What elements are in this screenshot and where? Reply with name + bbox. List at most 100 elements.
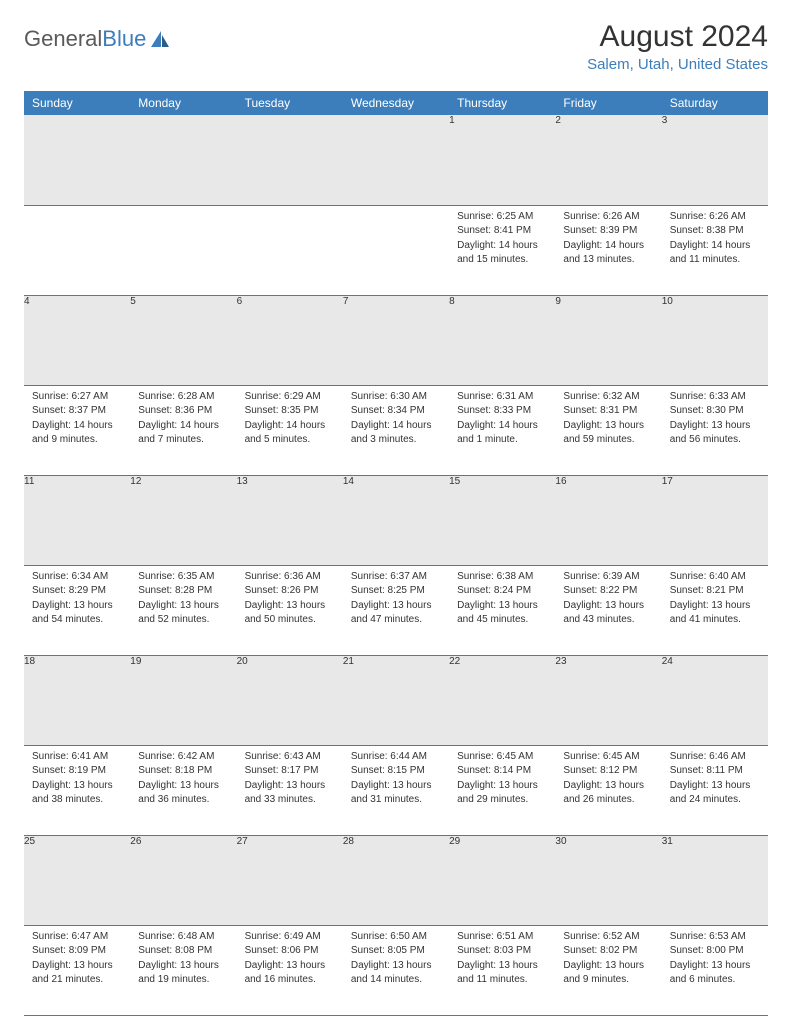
sunrise-text: Sunrise: 6:45 AM (563, 750, 653, 764)
sunrise-text: Sunrise: 6:43 AM (245, 750, 335, 764)
day-number-cell (237, 115, 343, 205)
day-cell-body: Sunrise: 6:49 AMSunset: 8:06 PMDaylight:… (237, 926, 343, 994)
daylight-text: Daylight: 13 hours (32, 959, 122, 973)
day-cell-body: Sunrise: 6:30 AMSunset: 8:34 PMDaylight:… (343, 386, 449, 454)
day-number-cell: 1 (449, 115, 555, 205)
day-cell: Sunrise: 6:30 AMSunset: 8:34 PMDaylight:… (343, 385, 449, 475)
day-number-cell: 6 (237, 295, 343, 385)
daylight-text: Daylight: 13 hours (563, 599, 653, 613)
day-number-cell: 9 (555, 295, 661, 385)
day-number-cell: 19 (130, 655, 236, 745)
day-number-cell: 12 (130, 475, 236, 565)
day-cell-body: Sunrise: 6:32 AMSunset: 8:31 PMDaylight:… (555, 386, 661, 454)
day-cell: Sunrise: 6:42 AMSunset: 8:18 PMDaylight:… (130, 745, 236, 835)
day-number-cell (343, 115, 449, 205)
day-cell-body: Sunrise: 6:35 AMSunset: 8:28 PMDaylight:… (130, 566, 236, 634)
header: GeneralBlue August 2024 Salem, Utah, Uni… (24, 20, 768, 73)
sunrise-text: Sunrise: 6:49 AM (245, 930, 335, 944)
daylight-text: and 14 minutes. (351, 973, 441, 987)
daylight-text: and 38 minutes. (32, 793, 122, 807)
day-cell-body: Sunrise: 6:48 AMSunset: 8:08 PMDaylight:… (130, 926, 236, 994)
day-cell: Sunrise: 6:27 AMSunset: 8:37 PMDaylight:… (24, 385, 130, 475)
day-cell: Sunrise: 6:35 AMSunset: 8:28 PMDaylight:… (130, 565, 236, 655)
sunset-text: Sunset: 8:38 PM (670, 224, 760, 238)
weekday-header: Friday (555, 91, 661, 115)
daylight-text: and 47 minutes. (351, 613, 441, 627)
day-number-cell: 22 (449, 655, 555, 745)
sunset-text: Sunset: 8:34 PM (351, 404, 441, 418)
daylight-text: Daylight: 13 hours (670, 959, 760, 973)
sunrise-text: Sunrise: 6:39 AM (563, 570, 653, 584)
daylight-text: Daylight: 13 hours (245, 959, 335, 973)
sunset-text: Sunset: 8:35 PM (245, 404, 335, 418)
daylight-text: and 9 minutes. (32, 433, 122, 447)
sunset-text: Sunset: 8:29 PM (32, 584, 122, 598)
daylight-text: and 13 minutes. (563, 253, 653, 267)
day-cell-body: Sunrise: 6:31 AMSunset: 8:33 PMDaylight:… (449, 386, 555, 454)
sunset-text: Sunset: 8:31 PM (563, 404, 653, 418)
daylight-text: Daylight: 13 hours (563, 779, 653, 793)
brand-part1: General (24, 26, 102, 52)
calendar-body: 123Sunrise: 6:25 AMSunset: 8:41 PMDaylig… (24, 115, 768, 1015)
sunset-text: Sunset: 8:06 PM (245, 944, 335, 958)
weekday-header: Wednesday (343, 91, 449, 115)
daylight-text: and 33 minutes. (245, 793, 335, 807)
sunset-text: Sunset: 8:33 PM (457, 404, 547, 418)
day-number-row: 25262728293031 (24, 835, 768, 925)
day-cell-body: Sunrise: 6:40 AMSunset: 8:21 PMDaylight:… (662, 566, 768, 634)
day-cell-body: Sunrise: 6:26 AMSunset: 8:38 PMDaylight:… (662, 206, 768, 274)
sunset-text: Sunset: 8:09 PM (32, 944, 122, 958)
sunset-text: Sunset: 8:28 PM (138, 584, 228, 598)
daylight-text: Daylight: 13 hours (351, 599, 441, 613)
daylight-text: and 1 minute. (457, 433, 547, 447)
daylight-text: and 3 minutes. (351, 433, 441, 447)
sunrise-text: Sunrise: 6:30 AM (351, 390, 441, 404)
daylight-text: and 15 minutes. (457, 253, 547, 267)
sunrise-text: Sunrise: 6:26 AM (670, 210, 760, 224)
daylight-text: and 24 minutes. (670, 793, 760, 807)
day-cell (24, 205, 130, 295)
day-cell: Sunrise: 6:26 AMSunset: 8:38 PMDaylight:… (662, 205, 768, 295)
daylight-text: and 31 minutes. (351, 793, 441, 807)
day-number-cell: 16 (555, 475, 661, 565)
day-number-cell: 30 (555, 835, 661, 925)
day-number-cell: 25 (24, 835, 130, 925)
sunrise-text: Sunrise: 6:53 AM (670, 930, 760, 944)
day-number-cell: 5 (130, 295, 236, 385)
daylight-text: Daylight: 13 hours (351, 779, 441, 793)
day-cell-body: Sunrise: 6:44 AMSunset: 8:15 PMDaylight:… (343, 746, 449, 814)
daylight-text: Daylight: 13 hours (670, 779, 760, 793)
weekday-header: Thursday (449, 91, 555, 115)
day-cell-body: Sunrise: 6:27 AMSunset: 8:37 PMDaylight:… (24, 386, 130, 454)
sunrise-text: Sunrise: 6:25 AM (457, 210, 547, 224)
day-number-cell: 2 (555, 115, 661, 205)
daylight-text: Daylight: 13 hours (32, 599, 122, 613)
day-cell-body: Sunrise: 6:50 AMSunset: 8:05 PMDaylight:… (343, 926, 449, 994)
day-cell: Sunrise: 6:48 AMSunset: 8:08 PMDaylight:… (130, 925, 236, 1015)
daylight-text: Daylight: 13 hours (138, 599, 228, 613)
sunrise-text: Sunrise: 6:41 AM (32, 750, 122, 764)
sunset-text: Sunset: 8:00 PM (670, 944, 760, 958)
day-cell: Sunrise: 6:36 AMSunset: 8:26 PMDaylight:… (237, 565, 343, 655)
daylight-text: and 9 minutes. (563, 973, 653, 987)
day-cell: Sunrise: 6:49 AMSunset: 8:06 PMDaylight:… (237, 925, 343, 1015)
daylight-text: and 26 minutes. (563, 793, 653, 807)
daylight-text: Daylight: 13 hours (563, 959, 653, 973)
daylight-text: and 45 minutes. (457, 613, 547, 627)
sunrise-text: Sunrise: 6:31 AM (457, 390, 547, 404)
day-cell: Sunrise: 6:46 AMSunset: 8:11 PMDaylight:… (662, 745, 768, 835)
daylight-text: and 19 minutes. (138, 973, 228, 987)
daylight-text: and 59 minutes. (563, 433, 653, 447)
day-cell: Sunrise: 6:50 AMSunset: 8:05 PMDaylight:… (343, 925, 449, 1015)
brand-logo: GeneralBlue (24, 20, 171, 52)
sunrise-text: Sunrise: 6:28 AM (138, 390, 228, 404)
day-cell-body: Sunrise: 6:38 AMSunset: 8:24 PMDaylight:… (449, 566, 555, 634)
sunset-text: Sunset: 8:26 PM (245, 584, 335, 598)
daylight-text: and 52 minutes. (138, 613, 228, 627)
weekday-header-row: SundayMondayTuesdayWednesdayThursdayFrid… (24, 91, 768, 115)
daylight-text: Daylight: 13 hours (351, 959, 441, 973)
day-cell-body: Sunrise: 6:53 AMSunset: 8:00 PMDaylight:… (662, 926, 768, 994)
day-number-row: 18192021222324 (24, 655, 768, 745)
daylight-text: and 7 minutes. (138, 433, 228, 447)
daylight-text: and 43 minutes. (563, 613, 653, 627)
